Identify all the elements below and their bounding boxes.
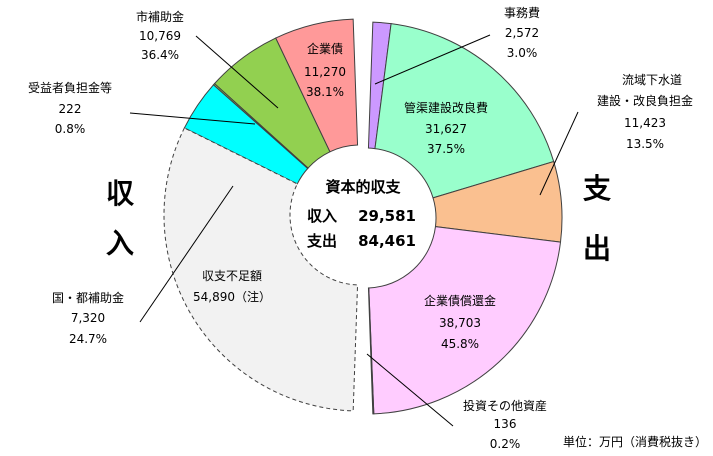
label-pipe-construction-value: 31,627 <box>425 122 467 136</box>
leader-line-0 <box>195 35 279 109</box>
center-title: 資本的収支 <box>325 178 401 196</box>
expense-side-label-2: 出 <box>583 232 611 265</box>
leader-line-4 <box>539 111 579 196</box>
label-other-assets-name: 投資その他資産 <box>463 398 547 413</box>
income-slice-4 <box>163 127 359 412</box>
label-national-subsidy-name: 国・都補助金 <box>52 290 124 305</box>
leader-line-3 <box>374 34 491 85</box>
label-kigyousai-name: 企業債 <box>307 41 343 56</box>
label-city-subsidy-value: 10,769 <box>139 29 181 43</box>
label-shortfall-value: 54,890（注） <box>193 289 271 304</box>
label-beneficiary-name: 受益者負担金等 <box>28 80 112 95</box>
center-expense-label: 支出 <box>306 232 337 250</box>
label-office-cost-percent: 3.0% <box>507 46 538 60</box>
label-city-subsidy-percent: 36.4% <box>141 48 179 62</box>
leader-lines-group <box>129 34 579 427</box>
label-pipe-construction-percent: 37.5% <box>427 142 465 156</box>
label-kigyousai-percent: 38.1% <box>306 85 344 99</box>
leader-line-1 <box>129 112 256 125</box>
label-regional-share-value: 11,423 <box>624 116 666 130</box>
label-beneficiary-percent: 0.8% <box>55 122 86 136</box>
label-regional-share-name-1: 流域下水道 <box>622 73 682 87</box>
unit-note: 単位：万円（消費税抜き） <box>563 434 707 449</box>
label-national-subsidy-percent: 24.7% <box>69 332 107 346</box>
label-regional-share-name-2: 建設・改良負担金 <box>597 93 693 108</box>
leader-line-5 <box>366 353 454 427</box>
label-city-subsidy-name: 市補助金 <box>136 9 184 24</box>
slices-group <box>163 18 563 415</box>
leader-line-2 <box>139 185 234 323</box>
center-income-label: 収入 <box>307 207 337 225</box>
label-office-cost-name: 事務費 <box>504 5 540 20</box>
expense-slice-3 <box>368 226 562 415</box>
label-bond-repayment-name: 企業債償還金 <box>424 293 496 308</box>
label-other-assets-percent: 0.2% <box>490 437 521 451</box>
income-side-label-2: 入 <box>106 227 134 260</box>
label-kigyousai-value: 11,270 <box>304 65 346 79</box>
label-bond-repayment-percent: 45.8% <box>441 337 479 351</box>
center-income-value: 29,581 <box>358 207 416 225</box>
label-pipe-construction-name: 管渠建設改良費 <box>404 100 488 115</box>
label-regional-share-percent: 13.5% <box>626 137 664 151</box>
expense-side-label-1: 支 <box>583 172 611 205</box>
center-expense-value: 84,461 <box>358 232 416 250</box>
income-side-label-1: 収 <box>106 177 135 210</box>
label-office-cost-value: 2,572 <box>505 26 539 40</box>
label-shortfall-name: 収支不足額 <box>202 269 262 283</box>
label-beneficiary-value: 222 <box>59 102 82 116</box>
expense-slice-1 <box>374 23 555 199</box>
expense-slice-4 <box>367 287 375 415</box>
label-other-assets-value: 136 <box>494 417 517 431</box>
label-national-subsidy-value: 7,320 <box>71 311 105 325</box>
label-bond-repayment-value: 38,703 <box>439 316 481 330</box>
